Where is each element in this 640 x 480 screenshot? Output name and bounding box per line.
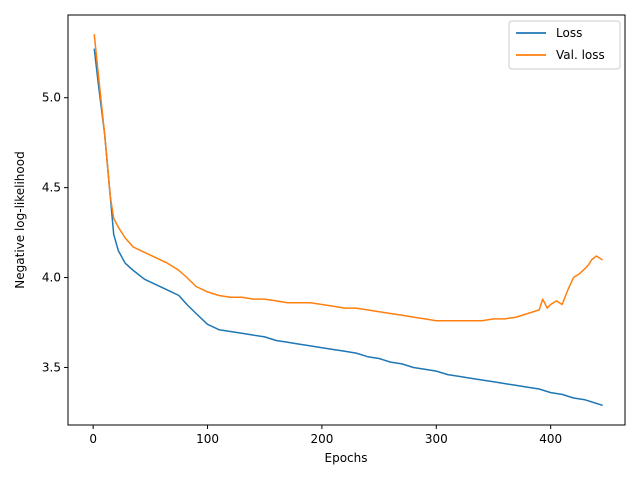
series-line-loss: [93, 48, 603, 406]
x-tick-label: 300: [425, 432, 448, 446]
plot-frame: [67, 14, 626, 426]
x-tick-label: 0: [89, 432, 97, 446]
legend: Loss Val. loss: [508, 20, 621, 70]
y-tick-label: 3.5: [42, 360, 61, 374]
x-tick-label: 200: [310, 432, 333, 446]
y-tick-label: 4.5: [42, 181, 61, 195]
tick-layer: 0 100 200 300 400 3.5 4.0 4.5 5.0: [42, 91, 562, 446]
x-axis-title: Epochs: [325, 451, 368, 465]
y-tick-label: 5.0: [42, 91, 61, 105]
y-axis-title: Negative log-likelihood: [13, 151, 27, 288]
x-tick-label: 400: [539, 432, 562, 446]
x-tick-label: 100: [196, 432, 219, 446]
series-line-val-loss: [93, 34, 603, 322]
plot-layer: [93, 34, 603, 406]
legend-label-val-loss: Val. loss: [556, 48, 605, 62]
legend-label-loss: Loss: [556, 26, 582, 40]
y-tick-label: 4.0: [42, 271, 61, 285]
